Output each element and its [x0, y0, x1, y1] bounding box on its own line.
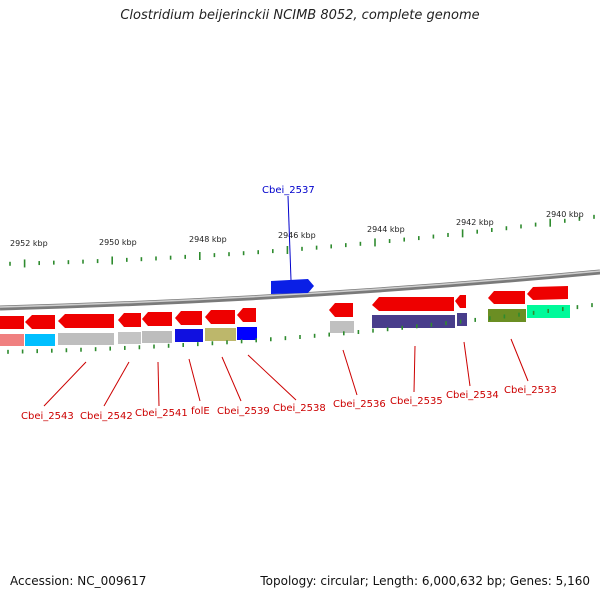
reverse-genes: [0, 286, 568, 329]
cog-block[interactable]: [58, 333, 114, 345]
kbp-label: 2950 kbp: [99, 238, 137, 247]
leader-line: [287, 195, 292, 281]
gene-label[interactable]: Cbei_2538: [273, 403, 326, 414]
gene-label[interactable]: Cbei_2543: [21, 411, 74, 422]
lower-ticks: [7, 303, 593, 354]
kbp-label: 2946 kbp: [278, 231, 316, 240]
leader-line: [342, 349, 358, 396]
gene-label[interactable]: Cbei_2536: [333, 399, 386, 410]
gene-label-top[interactable]: Cbei_2537: [262, 185, 315, 196]
leader-line: [463, 341, 471, 387]
kbp-ticks: [9, 214, 595, 268]
kbp-label: 2942 kbp: [456, 218, 494, 227]
gene-arrow[interactable]: [527, 286, 568, 300]
gene-label[interactable]: Cbei_2542: [80, 411, 133, 422]
gene-arrow[interactable]: [58, 314, 114, 328]
cog-block[interactable]: [142, 331, 172, 343]
gene-arrow[interactable]: [25, 315, 55, 329]
gene-arrow[interactable]: [175, 311, 202, 325]
genome-summary: Topology: circular; Length: 6,000,632 bp…: [260, 574, 590, 588]
leader-lines: [43, 338, 529, 407]
kbp-label: 2944 kbp: [367, 225, 405, 234]
gene-arrow[interactable]: [0, 316, 24, 329]
gene-labels: Cbei_2543 Cbei_2542 Cbei_2541 folE Cbei_…: [21, 385, 557, 422]
genome-backbone-highlight: [0, 270, 600, 308]
gene-label[interactable]: Cbei_2533: [504, 385, 557, 396]
gene-label[interactable]: folE: [191, 406, 210, 417]
gene-label[interactable]: Cbei_2534: [446, 390, 499, 401]
gene-label[interactable]: Cbei_2541: [135, 408, 188, 419]
map-title: Clostridium beijerinckii NCIMB 8052, com…: [120, 8, 480, 23]
leader-line: [43, 361, 87, 407]
leader-line: [157, 361, 160, 407]
gene-arrow[interactable]: [455, 295, 466, 308]
accession-text: Accession: NC_009617: [10, 574, 147, 588]
cog-block[interactable]: [118, 332, 141, 344]
kbp-labels: 2952 kbp 2950 kbp 2948 kbp 2946 kbp 2944…: [10, 210, 584, 248]
cog-block[interactable]: [175, 329, 203, 342]
kbp-label: 2940 kbp: [546, 210, 584, 219]
gene-arrow[interactable]: [118, 313, 141, 327]
gene-arrow[interactable]: [372, 297, 454, 311]
cog-block[interactable]: [0, 334, 24, 346]
cog-block[interactable]: [330, 321, 354, 333]
leader-line: [221, 356, 242, 402]
cog-blocks: [0, 305, 570, 346]
gene-arrow[interactable]: [329, 303, 353, 317]
cog-block[interactable]: [205, 328, 236, 341]
gene-arrow[interactable]: [237, 308, 256, 322]
gene-arrow-forward[interactable]: [271, 279, 314, 294]
cog-block[interactable]: [488, 309, 526, 322]
kbp-label: 2948 kbp: [189, 235, 227, 244]
leader-line: [510, 338, 529, 382]
gene-label[interactable]: Cbei_2535: [390, 396, 443, 407]
genome-backbone: [0, 269, 600, 311]
gene-label[interactable]: Cbei_2539: [217, 406, 270, 417]
kbp-label: 2952 kbp: [10, 239, 48, 248]
leader-line: [413, 345, 416, 393]
cog-block[interactable]: [25, 334, 55, 346]
gene-arrow[interactable]: [488, 291, 525, 304]
leader-line: [103, 361, 130, 407]
leader-line: [247, 354, 297, 401]
leader-line: [188, 358, 201, 402]
gene-arrow[interactable]: [142, 312, 172, 326]
cog-block[interactable]: [237, 327, 257, 340]
cog-block[interactable]: [457, 313, 467, 326]
cog-block[interactable]: [372, 315, 455, 328]
gene-arrow[interactable]: [205, 310, 235, 324]
